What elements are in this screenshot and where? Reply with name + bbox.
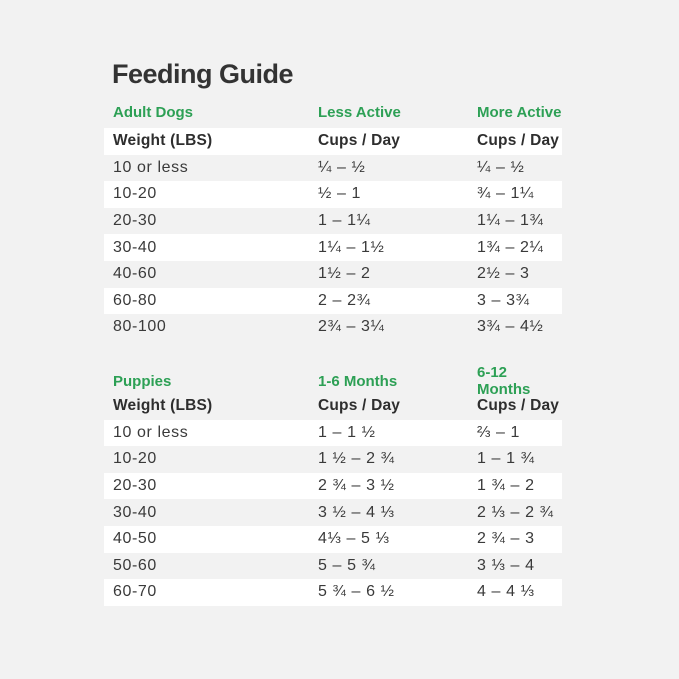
weight-cell: 10-20 xyxy=(113,450,157,468)
cups-range-cell: ¾ – 1¼ xyxy=(477,185,534,203)
cups-range-cell: 2½ – 3 xyxy=(477,265,530,283)
table-row: 10-20 1 ½ – 2 ¾ 1 – 1 ¾ xyxy=(104,446,562,473)
section-label-puppies: Puppies xyxy=(113,372,172,390)
cups-per-day-label: Cups / Day xyxy=(477,132,560,150)
weight-cell: 20-30 xyxy=(113,212,157,230)
weight-cell: 40-60 xyxy=(113,265,157,283)
weight-cell: 50-60 xyxy=(113,556,157,574)
cups-range-cell: 2¾ – 3¼ xyxy=(318,318,385,336)
cups-range-cell: ½ – 1 xyxy=(318,185,362,203)
table-row: 60-80 2 – 2¾ 3 – 3¾ xyxy=(104,287,562,315)
table-row: 30-40 1¼ – 1½ 1¾ – 2¼ xyxy=(104,234,562,261)
column-header-6-12-months: 6-12 Months xyxy=(477,364,531,398)
cups-range-cell: 3 ⅓ – 4 xyxy=(477,556,535,574)
weight-column-label: Weight (LBS) xyxy=(113,397,213,415)
weight-cell: 80-100 xyxy=(113,318,167,336)
cups-range-cell: ⅔ – 1 xyxy=(477,423,521,441)
cups-range-cell: 2 ⅓ – 2 ¾ xyxy=(477,503,554,521)
column-header-more-active: More Active xyxy=(477,103,562,121)
column-header-less-active: Less Active xyxy=(318,103,401,121)
weight-cell: 10-20 xyxy=(113,185,157,203)
weight-cell: 30-40 xyxy=(113,503,157,521)
cups-range-cell: 2 – 2¾ xyxy=(318,291,371,309)
table-row: 40-60 1½ – 2 2½ – 3 xyxy=(104,261,562,288)
section-label-adult-dogs: Adult Dogs xyxy=(113,103,193,121)
table-row: 10 or less ¼ – ½ ¼ – ½ xyxy=(104,155,562,182)
weight-cell: 20-30 xyxy=(113,477,157,495)
cups-range-cell: 1½ – 2 xyxy=(318,265,371,283)
cups-range-cell: 1 ½ – 2 ¾ xyxy=(318,450,395,468)
weight-cell: 60-70 xyxy=(113,583,157,601)
cups-range-cell: 1 – 1 ½ xyxy=(318,423,376,441)
table-row: 30-40 3 ½ – 4 ⅓ 2 ⅓ – 2 ¾ xyxy=(104,499,562,526)
cups-range-cell: 2 ¾ – 3 ½ xyxy=(318,477,395,495)
cups-range-cell: 5 – 5 ¾ xyxy=(318,556,376,574)
table-row: 40-50 4⅓ – 5 ⅓ 2 ¾ – 3 xyxy=(104,525,562,553)
cups-range-cell: 3 – 3¾ xyxy=(477,291,530,309)
puppies-table: Weight (LBS) Cups / Day Cups / Day 10 or… xyxy=(104,393,562,606)
cups-range-cell: 1¾ – 2¼ xyxy=(477,238,544,256)
weight-cell: 30-40 xyxy=(113,238,157,256)
weight-cell: 40-50 xyxy=(113,530,157,548)
table-row: 50-60 5 – 5 ¾ 3 ⅓ – 4 xyxy=(104,553,562,580)
table-row: 60-70 5 ¾ – 6 ½ 4 – 4 ⅓ xyxy=(104,579,562,606)
column-header-1-6-months: 1-6 Months xyxy=(318,372,398,390)
cups-range-cell: 1 – 1¼ xyxy=(318,212,371,230)
cups-range-cell: ¼ – ½ xyxy=(318,158,366,176)
weight-cell: 10 or less xyxy=(113,158,189,176)
weight-cell: 10 or less xyxy=(113,423,189,441)
adult-dogs-table: Weight (LBS) Cups / Day Cups / Day 10 or… xyxy=(104,128,562,341)
adult-dogs-section-header: Adult Dogs Less Active More Active xyxy=(104,100,562,124)
table-row: 20-30 1 – 1¼ 1¼ – 1¾ xyxy=(104,208,562,235)
cups-range-cell: 4 – 4 ⅓ xyxy=(477,583,535,601)
cups-range-cell: 3 ½ – 4 ⅓ xyxy=(318,503,395,521)
cups-range-cell: 3¾ – 4½ xyxy=(477,318,544,336)
cups-range-cell: 2 ¾ – 3 xyxy=(477,530,535,548)
table-subheader-row: Weight (LBS) Cups / Day Cups / Day xyxy=(104,393,562,420)
weight-cell: 60-80 xyxy=(113,291,157,309)
cups-range-cell: 1¼ – 1½ xyxy=(318,238,385,256)
puppies-section-header: Puppies 1-6 Months 6-12 Months xyxy=(104,364,562,398)
table-row: 80-100 2¾ – 3¼ 3¾ – 4½ xyxy=(104,314,562,341)
cups-per-day-label: Cups / Day xyxy=(318,397,401,415)
cups-range-cell: 4⅓ – 5 ⅓ xyxy=(318,530,390,548)
weight-column-label: Weight (LBS) xyxy=(113,132,213,150)
page-title: Feeding Guide xyxy=(112,59,294,89)
cups-range-cell: 1¼ – 1¾ xyxy=(477,212,544,230)
cups-range-cell: ¼ – ½ xyxy=(477,158,525,176)
cups-range-cell: 5 ¾ – 6 ½ xyxy=(318,583,395,601)
table-subheader-row: Weight (LBS) Cups / Day Cups / Day xyxy=(104,128,562,155)
cups-range-cell: 1 – 1 ¾ xyxy=(477,450,535,468)
table-row: 10 or less 1 – 1 ½ ⅔ – 1 xyxy=(104,419,562,447)
cups-range-cell: 1 ¾ – 2 xyxy=(477,477,535,495)
cups-per-day-label: Cups / Day xyxy=(318,132,401,150)
cups-per-day-label: Cups / Day xyxy=(477,397,560,415)
table-row: 20-30 2 ¾ – 3 ½ 1 ¾ – 2 xyxy=(104,472,562,500)
table-row: 10-20 ½ – 1 ¾ – 1¼ xyxy=(104,181,562,208)
